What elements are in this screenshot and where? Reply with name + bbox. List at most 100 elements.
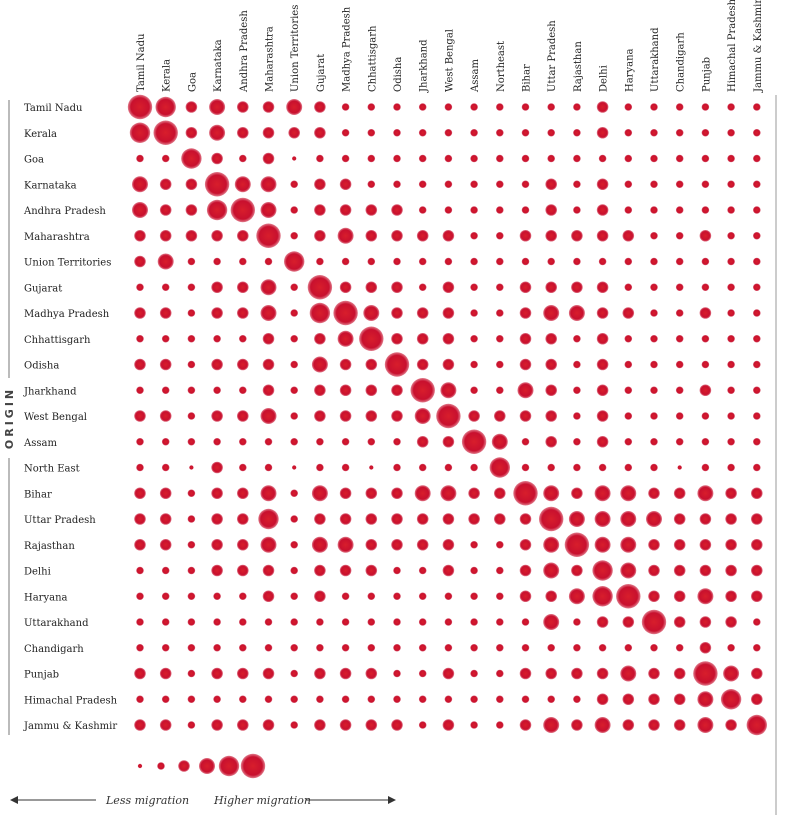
bubble-punjab-to-himachal-pradesh <box>723 665 740 682</box>
bubble-odisha-to-delhi <box>596 358 609 371</box>
bubble-uttar-pradesh-to-tamil-nadu <box>134 513 146 525</box>
bubble-west-bengal-to-assam <box>468 410 480 422</box>
bubble-tamil-nadu-to-madhya-pradesh <box>341 103 350 111</box>
bubble-union-territories-to-assam <box>470 257 478 266</box>
bubble-goa-to-haryana <box>624 154 633 163</box>
bubble-uttar-pradesh-to-chandigarh <box>673 513 686 525</box>
bubble-chhattisgarh-to-delhi <box>596 332 609 345</box>
row-label-odisha: Odisha <box>24 361 59 372</box>
bubble-tamil-nadu-to-northeast <box>496 103 504 111</box>
bubble-odisha-to-andhra-pradesh <box>237 358 249 371</box>
bubble-north-east-to-northeast <box>489 457 510 478</box>
bubble-assam-to-delhi <box>596 435 609 448</box>
bubble-north-east-to-haryana <box>624 463 633 472</box>
bubble-haryana-to-andhra-pradesh <box>239 592 247 601</box>
bubble-uttar-pradesh-to-kerala <box>159 513 172 525</box>
bubble-bihar-to-tamil-nadu <box>134 487 146 500</box>
bubble-rajasthan-to-jharkhand <box>416 538 429 551</box>
row-label-maharashtra: Maharashtra <box>24 232 90 243</box>
bubble-maharashtra-to-tamil-nadu <box>134 229 146 242</box>
bubble-himachal-pradesh-to-odisha <box>393 695 401 704</box>
bubble-assam-to-west-bengal <box>442 435 455 448</box>
bubble-haryana-to-himachal-pradesh <box>725 590 737 603</box>
bubble-maharashtra-to-uttarakhand <box>650 231 658 240</box>
bubble-goa-to-uttar-pradesh <box>547 154 555 163</box>
bubble-haryana-to-chandigarh <box>673 590 686 603</box>
bubble-chandigarh-to-uttar-pradesh <box>547 643 555 652</box>
bubble-karnataka-to-chandigarh <box>675 180 684 189</box>
bubble-uttar-pradesh-to-karnataka <box>211 513 223 525</box>
bubble-rajasthan-to-gujarat <box>311 536 328 553</box>
bubble-odisha-to-odisha <box>384 352 410 377</box>
bubble-assam-to-bihar <box>521 437 530 446</box>
bubble-union-territories-to-chhattisgarh <box>367 257 376 266</box>
bubble-north-east-to-assam <box>470 463 478 472</box>
bubble-uttarakhand-to-delhi <box>596 616 609 628</box>
bubble-uttarakhand-to-chandigarh <box>673 616 686 628</box>
bubble-haryana-to-madhya-pradesh <box>341 592 350 601</box>
bubble-maharashtra-to-bihar <box>519 229 532 242</box>
bubble-kerala-to-bihar <box>521 128 530 137</box>
bubble-north-east-to-maharashtra <box>264 463 273 472</box>
bubble-assam-to-maharashtra <box>264 437 273 446</box>
bubble-andhra-pradesh-to-union-territories <box>290 206 299 214</box>
bubble-goa-to-odisha <box>393 154 401 163</box>
bubble-himachal-pradesh-to-jammu-and-kashmir <box>751 693 763 706</box>
bubble-assam-to-punjab <box>701 437 710 446</box>
bubble-west-bengal-to-chhattisgarh <box>365 410 378 422</box>
bubble-kerala-to-andhra-pradesh <box>237 126 249 139</box>
bubble-maharashtra-to-northeast <box>496 231 504 240</box>
bubble-uttarakhand-to-union-territories <box>290 618 299 626</box>
bubble-odisha-to-punjab <box>701 360 710 369</box>
bubble-uttarakhand-to-kerala <box>161 618 170 626</box>
bubble-haryana-to-union-territories <box>290 592 299 601</box>
bubble-maharashtra-to-goa <box>185 229 198 242</box>
bubble-north-east-to-madhya-pradesh <box>341 463 350 472</box>
bubble-tamil-nadu-to-himachal-pradesh <box>727 103 735 111</box>
bubble-delhi-to-madhya-pradesh <box>339 564 352 577</box>
bubble-kerala-to-uttarakhand <box>650 128 658 137</box>
row-label-assam: Assam <box>23 438 57 449</box>
row-label-kerala: Kerala <box>24 129 57 140</box>
bubble-madhya-pradesh-to-rajasthan <box>568 305 585 321</box>
bubble-haryana-to-northeast <box>496 592 504 601</box>
bubble-uttarakhand-to-jammu-and-kashmir <box>753 618 761 626</box>
bubble-assam-to-karnataka <box>213 437 221 446</box>
bubble-maharashtra-to-uttar-pradesh <box>545 229 557 242</box>
bubble-west-bengal-to-delhi <box>596 410 609 422</box>
bubble-kerala-to-jharkhand <box>418 128 427 137</box>
bubble-delhi-to-assam <box>470 566 478 575</box>
bubble-tamil-nadu-to-union-territories <box>286 99 303 115</box>
bubble-andhra-pradesh-to-jammu-and-kashmir <box>753 206 761 214</box>
bubble-maharashtra-to-madhya-pradesh <box>337 227 354 244</box>
bubble-andhra-pradesh-to-odisha <box>391 204 403 216</box>
bubble-uttarakhand-to-haryana <box>622 616 635 628</box>
bubble-tamil-nadu-to-goa <box>185 101 198 113</box>
bubble-delhi-to-himachal-pradesh <box>725 564 737 577</box>
bubble-maharashtra-to-karnataka <box>211 229 223 242</box>
bubble-gujarat-to-chandigarh <box>675 283 684 292</box>
bubble-delhi-to-bihar <box>519 564 532 577</box>
bubble-punjab-to-goa <box>187 669 196 678</box>
bubble-tamil-nadu-to-jharkhand <box>418 103 427 111</box>
bubble-north-east-to-uttar-pradesh <box>547 463 555 472</box>
bubble-himachal-pradesh-to-maharashtra <box>264 695 273 704</box>
bubble-himachal-pradesh-to-punjab <box>697 691 714 708</box>
column-label-odisha: Odisha <box>393 57 404 92</box>
bubble-punjab-to-andhra-pradesh <box>237 667 249 680</box>
column-label-assam: Assam <box>470 59 481 93</box>
bubble-chhattisgarh-to-maharashtra <box>262 332 275 345</box>
bubble-chhattisgarh-to-karnataka <box>213 334 221 343</box>
bubble-uttarakhand-to-goa <box>187 618 196 626</box>
bubble-assam-to-himachal-pradesh <box>727 437 735 446</box>
bubble-delhi-to-odisha <box>393 566 401 575</box>
bubble-bihar-to-uttar-pradesh <box>543 485 560 502</box>
bubble-goa-to-maharashtra <box>262 152 275 165</box>
bubble-north-east-to-delhi <box>598 463 607 472</box>
bubble-assam-to-chandigarh <box>675 437 684 446</box>
legend-arrow-right-head <box>388 796 396 804</box>
bubble-rajasthan-to-andhra-pradesh <box>237 538 249 551</box>
bubble-andhra-pradesh-to-karnataka <box>206 199 228 221</box>
bubble-kerala-to-goa <box>185 126 198 139</box>
